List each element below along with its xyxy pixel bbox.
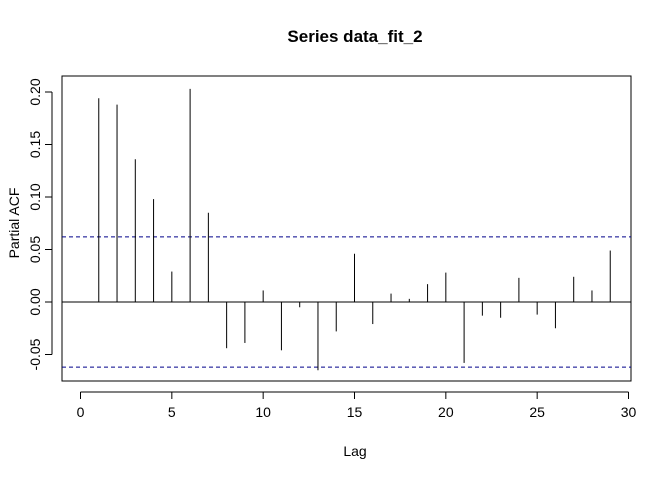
y-tick-label: 0.10 — [27, 183, 43, 210]
confidence-bounds — [62, 236, 631, 368]
y-tick-label: 0.15 — [27, 131, 43, 158]
y-tick-label: -0.05 — [27, 338, 43, 370]
y-axis-label: Partial ACF — [6, 188, 22, 259]
x-tick-label: 5 — [168, 404, 176, 420]
pacf-bars — [98, 88, 611, 371]
y-tick-label: 0.20 — [27, 78, 43, 105]
x-axis-label: Lag — [343, 443, 366, 459]
y-tick-label: 0.00 — [27, 288, 43, 315]
x-tick-label: 10 — [255, 404, 271, 420]
y-tick-label: 0.05 — [27, 236, 43, 263]
x-axis: 0 5 10 15 20 25 30 — [77, 391, 637, 420]
chart-title: Series data_fit_2 — [287, 27, 422, 46]
x-tick-label: 15 — [347, 404, 363, 420]
x-tick-label: 25 — [529, 404, 545, 420]
plot-frame — [61, 75, 632, 382]
x-tick-label: 30 — [621, 404, 637, 420]
y-axis: -0.05 0.00 0.05 0.10 0.15 0.20 — [27, 78, 53, 370]
x-tick-label: 20 — [438, 404, 454, 420]
x-tick-label: 0 — [77, 404, 85, 420]
